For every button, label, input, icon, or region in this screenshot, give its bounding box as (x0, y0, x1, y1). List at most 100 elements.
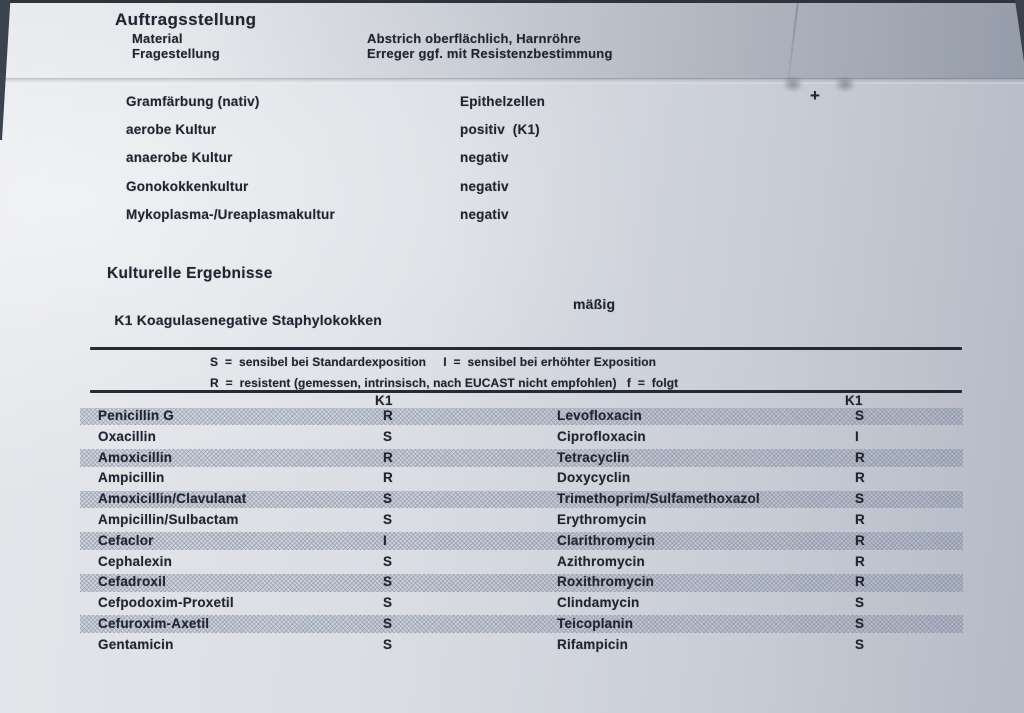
table-rule-bottom (90, 390, 962, 393)
finding-label: Gonokokkenkultur (126, 178, 249, 194)
finding-label: Gramfärbung (nativ) (126, 94, 260, 109)
paper-dimple (778, 72, 808, 96)
antibiotic-name-left: Oxacillin (98, 428, 157, 444)
susceptibility-value-left: S (383, 615, 393, 631)
antibiotic-name-right: Erythromycin (557, 511, 647, 527)
order-field-label: Material (132, 31, 183, 46)
finding-row: Gonokokkenkultur negativ (126, 178, 545, 206)
susceptibility-value-left: I (383, 532, 387, 548)
antibiotic-name-left: Ampicillin/Sulbactam (98, 511, 239, 527)
antibiotic-name-left: Cephalexin (98, 553, 173, 569)
legend-line-2: R = resistent (gemessen, intrinsisch, na… (210, 376, 679, 390)
susceptibility-value-left: R (383, 449, 393, 465)
susceptibility-value-right: R (855, 553, 865, 569)
antibiotic-name-right: Doxycyclin (557, 470, 631, 486)
antibiogram-row: Amoxicillin/Clavulanat S Trimethoprim/Su… (80, 489, 964, 510)
culture-quantity: mäßig (573, 296, 616, 312)
antibiotic-name-left: Cefaclor (98, 532, 154, 548)
antibiogram-row: Oxacillin S Ciprofloxacin I (80, 427, 964, 448)
susceptibility-value-right: S (855, 636, 865, 652)
antibiogram-row: Penicillin G R Levofloxacin S (80, 406, 964, 427)
antibiogram-column-headers: K1 K1 (80, 394, 964, 408)
photo-background-corner (0, 0, 11, 140)
order-field-value: Abstrich oberflächlich, Harnröhre (367, 31, 581, 46)
antibiotic-name-right: Ciprofloxacin (557, 428, 646, 444)
antibiotic-name-right: Clindamycin (557, 595, 640, 611)
finding-label: anaerobe Kultur (126, 150, 233, 166)
antibiotic-name-right: Azithromycin (557, 553, 645, 569)
antibiogram-row: Cephalexin S Azithromycin R (80, 552, 964, 573)
order-fields: Material Abstrich oberflächlich, Harnröh… (132, 31, 613, 61)
photo-background-corner (1015, 0, 1024, 62)
finding-row: Mykoplasma-/Ureaplasmakultur negativ (126, 206, 545, 234)
finding-row: anaerobe Kultur negativ (126, 149, 545, 177)
antibiotic-name-right: Rifampicin (557, 636, 629, 652)
susceptibility-value-right: S (855, 491, 865, 507)
antibiogram-row: Cefpodoxim-Proxetil S Clindamycin S (80, 593, 964, 614)
finding-value: Epithelzellen (460, 94, 546, 109)
susceptibility-value-left: R (383, 408, 393, 423)
susceptibility-value-left: S (383, 511, 393, 527)
section-title-auftragsstellung: Auftragsstellung (115, 10, 257, 29)
finding-row: aerobe Kultur positiv (K1) (126, 121, 545, 149)
order-field-row: Material Abstrich oberflächlich, Harnröh… (132, 31, 613, 46)
findings-list: Gramfärbung (nativ) Epithelzellen aerobe… (126, 93, 545, 234)
susceptibility-value-right: I (855, 428, 859, 444)
antibiotic-name-left: Penicillin G (98, 408, 174, 423)
susceptibility-value-right: R (855, 449, 865, 465)
antibiotic-name-left: Ampicillin (98, 470, 165, 486)
antibiogram-row: Cefadroxil S Roxithromycin R (80, 572, 964, 593)
susceptibility-value-right: R (855, 470, 865, 486)
finding-value: positiv (K1) (460, 122, 540, 138)
antibiotic-name-left: Cefadroxil (98, 574, 167, 590)
antibiogram-row: Ampicillin/Sulbactam S Erythromycin R (80, 510, 964, 531)
susceptibility-value-left: S (383, 553, 393, 569)
paper-dimple (830, 72, 860, 96)
antibiotic-name-right: Trimethoprim/Sulfamethoxazol (557, 491, 760, 507)
culture-code: K1 (114, 312, 133, 328)
legend-line-1: S = sensibel bei Standardexposition I = … (210, 355, 657, 369)
order-field-row: Fragestellung Erreger ggf. mit Resistenz… (132, 46, 613, 61)
antibiotic-name-right: Tetracyclin (557, 449, 630, 465)
susceptibility-value-left: R (383, 470, 393, 486)
horizontal-crease (0, 78, 1024, 84)
antibiotic-name-right: Teicoplanin (557, 615, 634, 631)
susceptibility-value-left: S (383, 428, 393, 444)
antibiotic-name-right: Roxithromycin (557, 574, 655, 590)
photo-edge-top (0, 0, 1024, 3)
susceptibility-value-left: S (383, 574, 393, 590)
finding-value: negativ (460, 150, 509, 166)
antibiogram-row: Cefuroxim-Axetil S Teicoplanin S (80, 614, 964, 635)
antibiogram-row: Amoxicillin R Tetracyclin R (80, 448, 964, 469)
finding-label: Mykoplasma-/Ureaplasmakultur (126, 206, 335, 222)
column-header-k1-left: K1 (375, 393, 393, 408)
culture-organism: Koagulasenegative Staphylokokken (136, 312, 383, 328)
susceptibility-value-right: R (855, 574, 865, 590)
culture-entry: K1 Koagulasenegative Staphylokokken mäßi… (98, 296, 963, 360)
susceptibility-value-left: S (383, 491, 393, 507)
order-field-label: Fragestellung (132, 46, 220, 61)
susceptibility-value-right: S (855, 595, 865, 611)
finding-value: negativ (460, 206, 509, 222)
antibiotic-name-left: Amoxicillin/Clavulanat (98, 491, 247, 507)
susceptibility-value-left: S (383, 595, 393, 611)
antibiogram-table: Penicillin G R Levofloxacin S Oxacillin … (80, 406, 964, 656)
antibiotic-name-right: Clarithromycin (557, 532, 656, 548)
handwritten-plus-mark: + (810, 86, 821, 105)
susceptibility-value-left: S (383, 636, 393, 652)
susceptibility-value-right: S (855, 408, 865, 423)
antibiotic-name-left: Gentamicin (98, 636, 174, 652)
antibiotic-name-left: Cefpodoxim-Proxetil (98, 595, 234, 611)
antibiotic-name-right: Levofloxacin (557, 408, 642, 423)
order-field-value: Erreger ggf. mit Resistenzbestimmung (367, 46, 613, 61)
paper-fold-shading (0, 3, 1024, 79)
section-title-kulturelle-ergebnisse: Kulturelle Ergebnisse (107, 265, 273, 282)
susceptibility-value-right: R (855, 511, 865, 527)
antibiogram-row: Ampicillin R Doxycyclin R (80, 468, 964, 489)
susceptibility-value-right: R (855, 532, 865, 548)
table-rule-top (90, 347, 962, 350)
antibiogram-row: Cefaclor I Clarithromycin R (80, 531, 964, 552)
column-header-k1-right: K1 (845, 393, 863, 408)
